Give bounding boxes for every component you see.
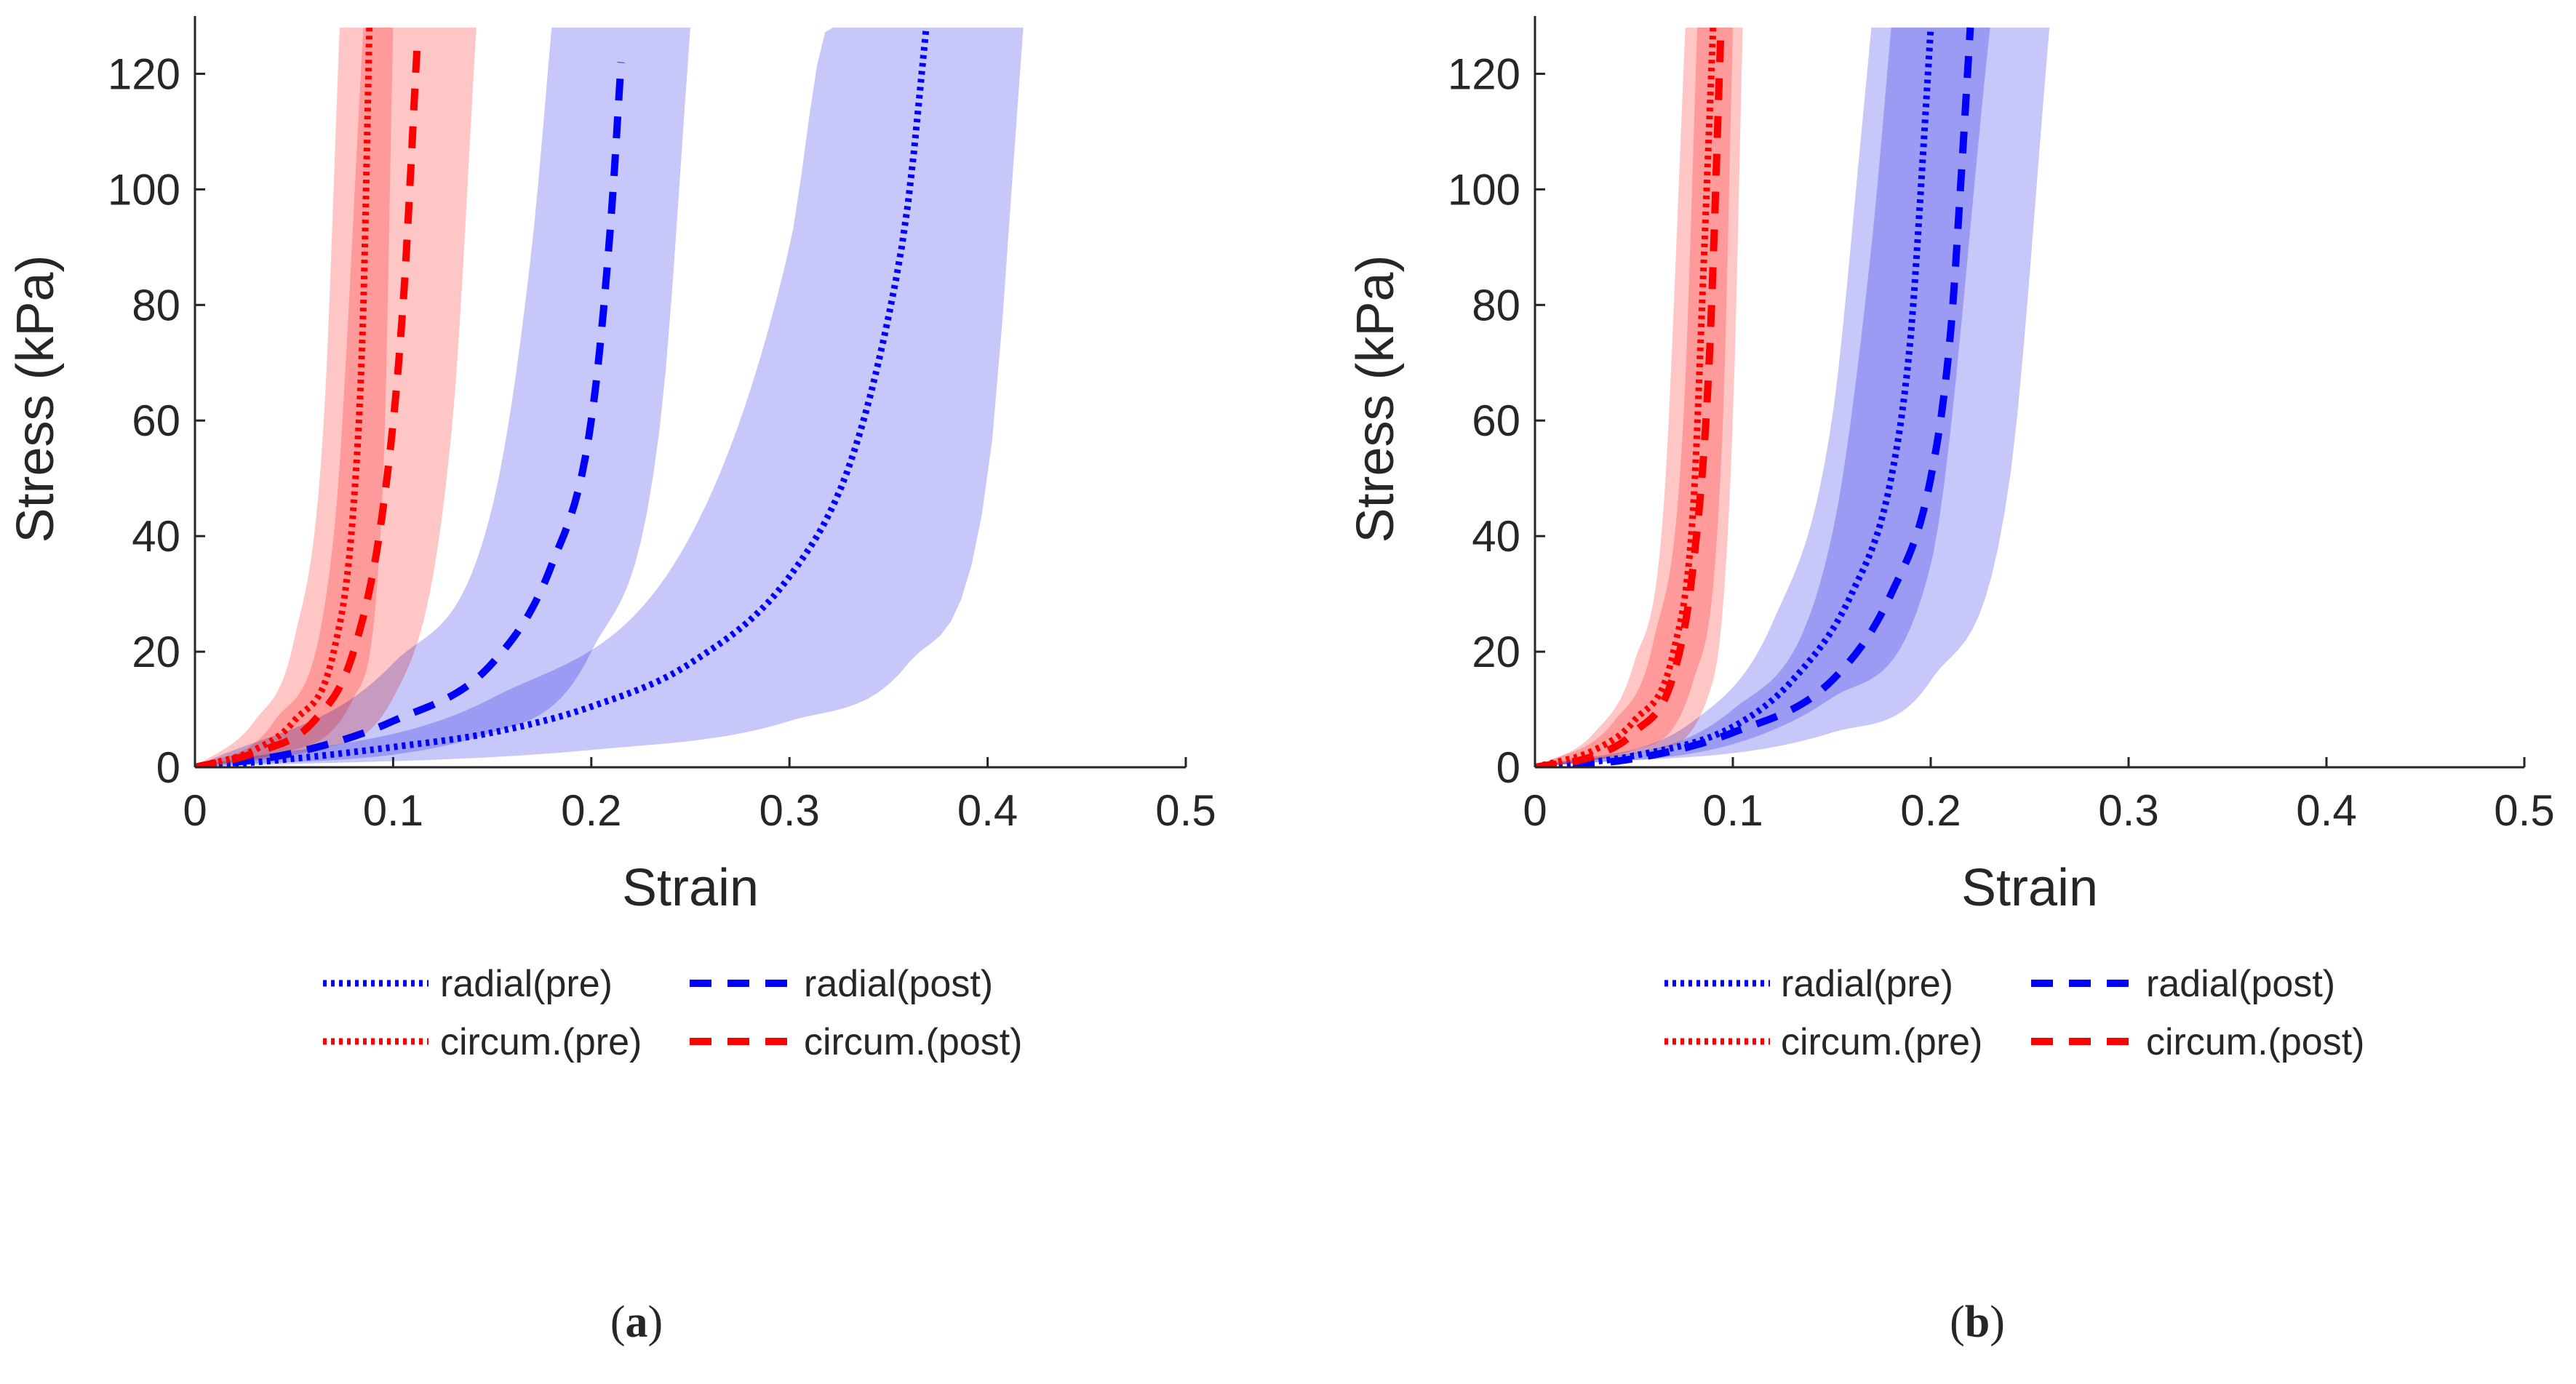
y-axis-label: Stress (kPa) — [7, 255, 65, 543]
y-tick-label: 0 — [156, 743, 180, 792]
y-axis-label: Stress (kPa) — [1347, 255, 1405, 543]
y-tick-label: 100 — [1448, 165, 1520, 214]
y-tick-label: 20 — [1472, 628, 1520, 676]
series-line-radial(pre) — [195, 27, 930, 767]
caption-close: ) — [1990, 1297, 2005, 1347]
series-line-radial(post) — [195, 62, 625, 767]
y-tick-label: 100 — [108, 165, 180, 214]
x-tick-label: 0 — [1523, 786, 1547, 835]
legend-label: radial(pre) — [1781, 963, 1953, 1005]
caption-letter: a — [626, 1297, 648, 1347]
legend-label: radial(post) — [804, 963, 993, 1005]
legend-label: circum.(post) — [2146, 1021, 2364, 1063]
x-tick-label: 0.3 — [2098, 786, 2158, 835]
x-tick-label: 0.4 — [2296, 786, 2356, 835]
x-tick-label: 0.5 — [2494, 786, 2554, 835]
x-tick-label: 0.3 — [759, 786, 819, 835]
panel-caption: (a) — [610, 1297, 663, 1347]
caption-open: ( — [610, 1297, 626, 1347]
y-tick-label: 80 — [1472, 281, 1520, 329]
y-tick-label: 60 — [1472, 396, 1520, 445]
legend: radial(pre) radial(post) circum.(pre) circu… — [1664, 963, 2364, 1063]
band-radial(post) — [195, 27, 690, 767]
legend-label: circum.(post) — [804, 1021, 1022, 1063]
x-tick-label: 0 — [183, 786, 207, 835]
band-group — [195, 27, 1024, 767]
legend-label: radial(post) — [2146, 963, 2335, 1005]
legend: radial(pre) radial(post) circum.(pre) circu… — [323, 963, 1022, 1063]
x-tick-label: 0.4 — [957, 786, 1018, 835]
chart-panel-b: 0 0.1 0.2 0.3 0.4 0.5 0 20 40 60 80 100 120 Strain Str… — [1347, 16, 2555, 1347]
x-axis-label: Strain — [622, 859, 759, 917]
y-tick-label: 40 — [1472, 512, 1520, 561]
panel-caption: (b) — [1950, 1297, 2005, 1347]
band-radial(post) — [1535, 27, 2050, 767]
caption-close: ) — [648, 1297, 663, 1347]
series-line-radial(pre) — [1535, 27, 1934, 767]
caption-letter: b — [1965, 1297, 1990, 1347]
y-tick-label: 60 — [132, 396, 180, 445]
x-tick-label: 0.2 — [561, 786, 621, 835]
x-tick-label: 0.1 — [1702, 786, 1763, 835]
caption-open: ( — [1950, 1297, 1965, 1347]
plot-area — [195, 27, 1024, 767]
legend-label: circum.(pre) — [440, 1021, 642, 1063]
x-axis-label: Strain — [1961, 859, 2098, 917]
legend-label: radial(pre) — [440, 963, 613, 1005]
y-tick-label: 120 — [1448, 49, 1520, 98]
y-tick-label: 80 — [132, 281, 180, 329]
y-tick-label: 20 — [132, 628, 180, 676]
y-tick-label: 0 — [1496, 743, 1520, 792]
x-tick-label: 0.2 — [1900, 786, 1961, 835]
plot-area — [1535, 27, 2050, 767]
series-line-circum.(post) — [195, 50, 421, 767]
chart-panel-a: 0 0.1 0.2 0.3 0.4 0.5 0 20 40 60 80 100 120 Strain Str… — [7, 16, 1216, 1347]
band-group — [1535, 27, 2050, 767]
y-tick-label: 40 — [132, 512, 180, 561]
y-tick-label: 120 — [108, 49, 180, 98]
legend-label: circum.(pre) — [1781, 1021, 1982, 1063]
series-line-circum.(pre) — [195, 27, 373, 767]
series-line-radial(post) — [1535, 27, 1974, 767]
x-tick-label: 0.1 — [363, 786, 423, 835]
x-tick-label: 0.5 — [1155, 786, 1216, 835]
band-radial(pre) — [195, 27, 1024, 767]
series-line-circum.(pre) — [1535, 27, 1717, 767]
